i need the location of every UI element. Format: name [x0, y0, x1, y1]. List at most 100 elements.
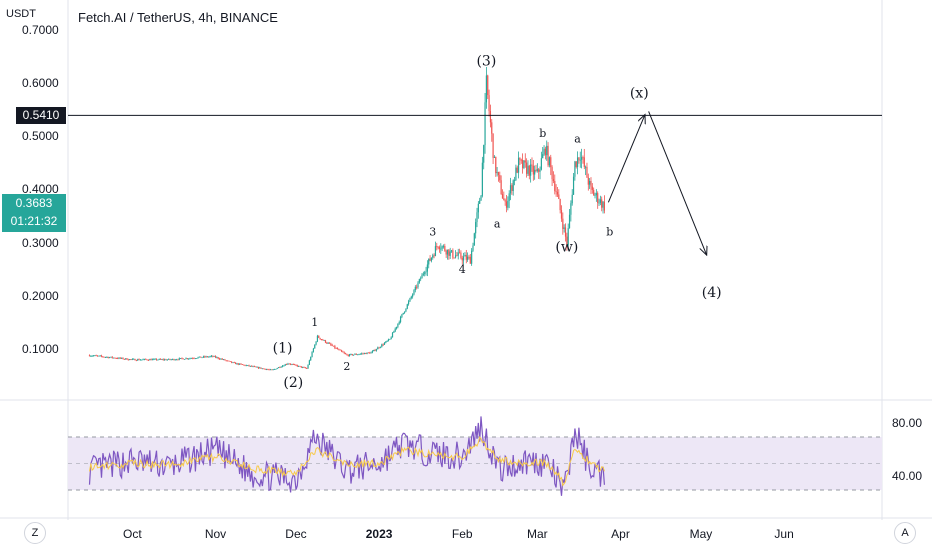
candle-body: [387, 339, 390, 341]
wave-label: (4): [702, 285, 722, 301]
candle-body: [420, 278, 422, 280]
candle-body: [340, 350, 343, 352]
candle-body: [528, 165, 530, 176]
candle-body: [248, 365, 250, 367]
price-tick-label: 0.2000: [22, 288, 59, 303]
candle-body: [587, 177, 589, 185]
candle-body: [353, 354, 355, 356]
candle-body: [134, 358, 136, 361]
candle-body: [385, 341, 387, 343]
candle-body: [503, 198, 505, 201]
projection-arrow: [648, 111, 707, 254]
candle-body: [150, 359, 152, 361]
candle-body: [535, 169, 537, 171]
time-tick-label: Apr: [611, 527, 630, 541]
candle-body: [273, 369, 276, 370]
candle-body: [312, 348, 315, 352]
candle-body: [346, 354, 348, 356]
wave-label: a: [494, 218, 501, 231]
candle-body: [252, 366, 254, 368]
candle-body: [98, 355, 100, 357]
candle-body: [390, 337, 392, 340]
time-tick-label: 2023: [365, 527, 393, 541]
candle-body: [456, 255, 458, 257]
candle-body: [481, 162, 483, 196]
candle-body: [129, 359, 131, 360]
candle-body: [547, 145, 549, 166]
candle-body: [285, 364, 288, 366]
candle-body: [275, 368, 277, 370]
candle-body: [531, 164, 533, 166]
candle-body: [501, 194, 504, 199]
candle-body: [91, 355, 93, 357]
candle-body: [473, 233, 475, 246]
candle-body: [508, 193, 510, 201]
candle-body: [272, 369, 274, 371]
candle-body: [166, 359, 168, 361]
candle-body: [457, 252, 459, 256]
candle-body: [516, 167, 518, 173]
candle-body: [373, 349, 375, 352]
candle-body: [437, 246, 439, 248]
candle-body: [284, 364, 286, 366]
candle-body: [302, 367, 304, 368]
candle-body: [543, 148, 545, 155]
candle-body: [264, 368, 266, 370]
candle-body: [362, 353, 364, 355]
grid: [0, 0, 932, 520]
candle-body: [366, 352, 368, 355]
candle-body: [484, 102, 486, 146]
candle-body: [192, 358, 194, 359]
candle-body: [489, 111, 492, 123]
candle-body: [586, 166, 588, 178]
candle-body: [524, 160, 526, 163]
candle-body: [395, 326, 398, 329]
candle-body: [180, 358, 182, 359]
zoom-toggle-button[interactable]: Z: [24, 522, 46, 544]
candle-body: [198, 356, 201, 358]
candle-body: [177, 359, 179, 361]
candle-body: [375, 349, 378, 351]
candle-body: [578, 157, 580, 161]
candle-body: [163, 359, 166, 361]
candle-body: [95, 355, 97, 357]
candle-body: [560, 210, 563, 219]
auto-scale-button[interactable]: A: [894, 522, 916, 544]
candle-body: [171, 358, 174, 360]
candle-body: [205, 356, 207, 358]
candle-body: [294, 364, 296, 366]
candle-body: [406, 304, 408, 309]
candle-body: [394, 328, 396, 332]
candle-body: [222, 359, 225, 361]
candle-body: [350, 354, 352, 355]
candle-body: [570, 203, 572, 215]
candle-body: [424, 272, 426, 274]
candle-body: [311, 351, 313, 358]
candle-body: [523, 160, 525, 169]
candle-body: [563, 227, 565, 229]
candle-body: [382, 344, 384, 346]
candle-body: [261, 368, 264, 370]
candle-body: [479, 200, 481, 204]
candle-body: [371, 351, 374, 353]
candle-body: [131, 358, 133, 360]
candle-body: [454, 255, 457, 258]
candle-body: [418, 279, 420, 283]
candle-body: [122, 357, 124, 360]
candle-body: [88, 355, 91, 357]
wave-label: 3: [429, 226, 436, 239]
candle-body: [218, 358, 221, 360]
candle-body: [515, 167, 517, 181]
candle-body: [532, 165, 534, 175]
candle-body: [383, 342, 386, 345]
candle-body: [365, 353, 367, 355]
candle-body: [440, 248, 442, 250]
candle-body: [239, 363, 241, 365]
candle-body: [571, 194, 573, 204]
time-tick-label: Feb: [451, 527, 473, 541]
candle-body: [204, 356, 206, 358]
candle-body: [217, 357, 219, 359]
candle-body: [542, 154, 544, 159]
candle-body: [438, 247, 441, 249]
candle-body: [153, 358, 155, 360]
